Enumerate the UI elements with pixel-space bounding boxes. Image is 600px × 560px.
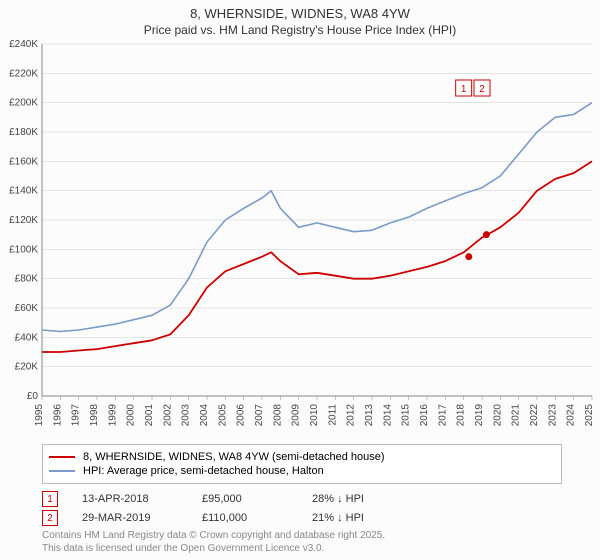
svg-text:1996: 1996 (52, 404, 63, 427)
legend-swatch (49, 456, 75, 458)
legend-label: HPI: Average price, semi-detached house,… (83, 465, 324, 477)
svg-text:1995: 1995 (34, 404, 45, 427)
svg-text:£220K: £220K (9, 68, 38, 79)
svg-text:2005: 2005 (217, 404, 228, 427)
svg-text:2007: 2007 (254, 404, 265, 427)
svg-text:£200K: £200K (9, 98, 38, 109)
svg-text:2023: 2023 (547, 404, 558, 427)
annotation-row: 2 29-MAR-2019 £110,000 21% ↓ HPI (42, 510, 562, 526)
annotation-price: £110,000 (202, 512, 312, 524)
line-chart: £0 £20K £40K £60K £80K £100K £120K £140K £160K £1… (0, 0, 600, 444)
svg-text:2010: 2010 (309, 404, 320, 427)
legend-label: 8, WHERNSIDE, WIDNES, WA8 4YW (semi-deta… (83, 451, 385, 463)
attribution-line: This data is licensed under the Open Gov… (42, 543, 572, 556)
svg-text:2000: 2000 (126, 404, 137, 427)
annotation-pct: 21% ↓ HPI (312, 512, 432, 524)
annotation-marker: 2 (42, 510, 58, 526)
svg-text:£180K: £180K (9, 127, 38, 138)
legend-item: HPI: Average price, semi-detached house,… (49, 465, 555, 477)
svg-text:2001: 2001 (144, 404, 155, 427)
svg-text:1999: 1999 (107, 404, 118, 427)
svg-text:2014: 2014 (382, 404, 393, 427)
svg-text:2017: 2017 (437, 404, 448, 427)
svg-text:2012: 2012 (346, 404, 357, 427)
legend: 8, WHERNSIDE, WIDNES, WA8 4YW (semi-deta… (42, 444, 562, 484)
svg-text:£40K: £40K (15, 332, 39, 343)
svg-text:2021: 2021 (511, 404, 522, 427)
svg-text:2003: 2003 (181, 404, 192, 427)
annotation-date: 13-APR-2018 (82, 493, 202, 505)
annotation-pct: 28% ↓ HPI (312, 493, 432, 505)
svg-text:£100K: £100K (9, 244, 38, 255)
svg-text:1: 1 (461, 84, 467, 95)
svg-text:£160K: £160K (9, 156, 38, 167)
svg-text:£0: £0 (27, 391, 39, 402)
svg-text:2015: 2015 (401, 404, 412, 427)
svg-text:2019: 2019 (474, 404, 485, 427)
legend-swatch (49, 470, 75, 472)
svg-text:2002: 2002 (162, 404, 173, 427)
svg-text:£240K: £240K (9, 39, 38, 50)
attribution: Contains HM Land Registry data © Crown c… (42, 530, 572, 555)
svg-text:2018: 2018 (456, 404, 467, 427)
svg-text:2: 2 (479, 84, 485, 95)
annotation-price: £95,000 (202, 493, 312, 505)
svg-text:2024: 2024 (566, 404, 577, 427)
svg-text:£60K: £60K (15, 303, 39, 314)
svg-text:1997: 1997 (71, 404, 82, 427)
svg-text:2025: 2025 (584, 404, 595, 427)
attribution-line: Contains HM Land Registry data © Crown c… (42, 530, 572, 543)
annotation-table: 1 13-APR-2018 £95,000 28% ↓ HPI 2 29-MAR… (42, 488, 562, 529)
svg-text:2016: 2016 (419, 404, 430, 427)
annotation-date: 29-MAR-2019 (82, 512, 202, 524)
annotation-row: 1 13-APR-2018 £95,000 28% ↓ HPI (42, 491, 562, 507)
legend-item: 8, WHERNSIDE, WIDNES, WA8 4YW (semi-deta… (49, 451, 555, 463)
svg-text:1998: 1998 (89, 404, 100, 427)
svg-text:£80K: £80K (15, 274, 39, 285)
svg-text:2022: 2022 (529, 404, 540, 427)
svg-text:£140K: £140K (9, 186, 38, 197)
svg-text:2008: 2008 (272, 404, 283, 427)
svg-text:2004: 2004 (199, 404, 210, 427)
svg-text:2006: 2006 (236, 404, 247, 427)
svg-text:2020: 2020 (492, 404, 503, 427)
svg-text:2011: 2011 (327, 404, 338, 426)
chart-container: 8, WHERNSIDE, WIDNES, WA8 4YW Price paid… (0, 0, 600, 560)
annotation-marker: 1 (42, 491, 58, 507)
svg-text:2013: 2013 (364, 404, 375, 427)
svg-text:£120K: £120K (9, 215, 38, 226)
svg-text:2009: 2009 (291, 404, 302, 427)
svg-text:£20K: £20K (15, 362, 39, 373)
